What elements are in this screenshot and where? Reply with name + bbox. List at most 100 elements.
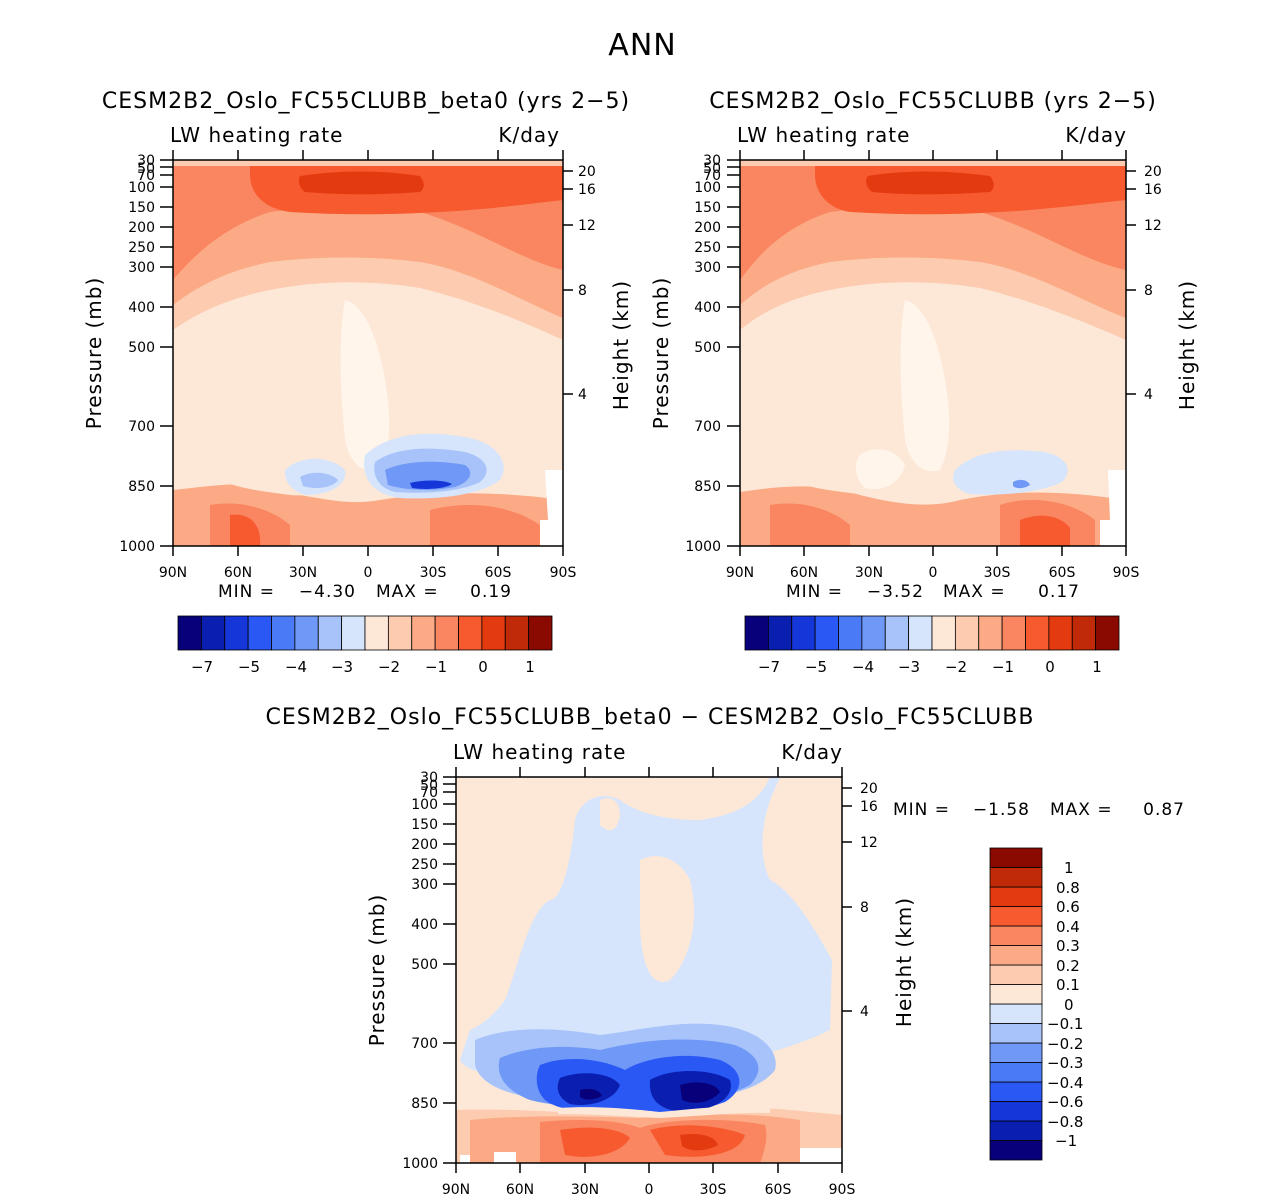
colorbar [177, 615, 553, 651]
y-axis-title: Pressure (mb) [82, 277, 106, 430]
right-tick-label: 20 [860, 781, 878, 797]
colorbar-swatch [989, 1120, 1043, 1141]
x-axis: 90N 60N 30N 0 30S 60S 90S [726, 565, 1140, 581]
colorbar-swatch [177, 615, 202, 651]
colorbar-swatch [528, 615, 553, 651]
y-tick-label: 500 [128, 340, 155, 356]
y-tick-label: 50 [703, 161, 721, 177]
colorbar-swatch [1048, 615, 1073, 651]
colorbar-tick-label: −1 [1055, 1132, 1077, 1150]
plot-frame [739, 159, 1127, 547]
colorbar-swatch [989, 847, 1043, 868]
y-tick-label: 70 [420, 785, 438, 801]
min-label: MIN = [786, 582, 843, 602]
right-tick-label: 16 [860, 799, 878, 815]
panel-title: CESM2B2_Oslo_FC55CLUBB (yrs 2−5) [709, 89, 1157, 114]
colorbar-swatch [989, 1101, 1043, 1122]
colorbar-tick-label: −7 [191, 658, 213, 676]
y-tick-label: 30 [137, 153, 155, 169]
right-tick-label: 12 [578, 218, 596, 234]
y-tick-label: 700 [411, 1036, 438, 1052]
x-axis: 90N 60N 30N 0 30S 60S 90S [442, 1182, 856, 1198]
y-tick-label: 30 [420, 770, 438, 786]
colorbar-swatch [1095, 615, 1120, 651]
colorbar-swatch [989, 964, 1043, 985]
colorbar-swatch [954, 615, 980, 651]
right-tick-label: 4 [578, 387, 587, 403]
colorbar-swatch [458, 615, 483, 651]
x-tick-label: 30N [855, 565, 883, 581]
y-tick-label: 100 [694, 180, 721, 196]
contour-field [740, 160, 1126, 546]
colorbar-tick-label: −4 [852, 658, 874, 676]
colorbar-swatch [504, 615, 530, 651]
x-tick-label: 30N [289, 565, 317, 581]
colorbar-swatch [989, 1081, 1043, 1102]
colorbar-swatch [364, 615, 389, 651]
x-tick-label: 90N [726, 565, 754, 581]
colorbar [989, 847, 1043, 1161]
colorbar-swatch [387, 615, 413, 651]
colorbar-tick-label: 0.3 [1056, 937, 1080, 955]
y-tick-label: 400 [694, 300, 721, 316]
colorbar-tick-label: 0.8 [1056, 879, 1080, 897]
y-tick-label: 150 [411, 817, 438, 833]
colorbar-tick-label: −0.4 [1047, 1074, 1083, 1092]
y-tick-label: 30 [703, 153, 721, 169]
y-tick-label: 300 [411, 877, 438, 893]
colorbar-swatch [1071, 615, 1097, 651]
right-tick-label: 12 [860, 835, 878, 851]
colorbar-tick-label: 1 [525, 658, 535, 676]
right-tick-label: 8 [578, 283, 587, 299]
max-value: 0.17 [1038, 582, 1080, 602]
colorbar-swatch [1025, 615, 1050, 651]
y-tick-label: 1000 [402, 1156, 438, 1172]
max-label: MAX = [943, 582, 1006, 602]
y-tick-label: 300 [128, 260, 155, 276]
y-tick-label: 1000 [119, 539, 155, 555]
colorbar-swatch [884, 615, 910, 651]
colorbar-swatch [931, 615, 956, 651]
right-tick-label: 12 [1144, 218, 1162, 234]
colorbar-swatch [908, 615, 933, 651]
colorbar-tick-label: 0.1 [1056, 976, 1080, 994]
x-tick-label: 90N [159, 565, 187, 581]
y-tick-label: 850 [694, 479, 721, 495]
colorbar-swatch [1001, 615, 1026, 651]
colorbar-tick-label: −3 [898, 658, 920, 676]
x-tick-label: 90S [550, 565, 577, 581]
y-tick-label: 100 [128, 180, 155, 196]
contour-field [456, 777, 842, 1163]
colorbar-swatch [434, 615, 459, 651]
colorbar-swatch [767, 615, 793, 651]
x-tick-label: 90S [1113, 565, 1140, 581]
max-value: 0.87 [1143, 800, 1185, 820]
y-axis-right: 20 16 12 8 4 [860, 781, 878, 1020]
x-tick-label: 90S [829, 1182, 856, 1198]
y-tick-label: 150 [128, 200, 155, 216]
x-tick-label: 0 [364, 565, 373, 581]
colorbar-tick-label: −1 [992, 658, 1014, 676]
max-label: MAX = [376, 582, 439, 602]
plot-frame [172, 159, 564, 547]
x-tick-label: 60N [506, 1182, 534, 1198]
y-tick-label: 500 [694, 340, 721, 356]
y-tick-label: 70 [703, 168, 721, 184]
colorbar-tick-label: −1 [425, 658, 447, 676]
y-tick-label: 850 [411, 1096, 438, 1112]
colorbar-tick-label: −4 [285, 658, 307, 676]
x-axis: 90N 60N 30N 0 30S 60S 90S [159, 565, 577, 581]
colorbar-labels: −7 −5 −4 −3 −2 −1 0 1 [191, 658, 535, 676]
x-tick-label: 60S [765, 1182, 792, 1198]
colorbar-swatch [224, 615, 249, 651]
y-tick-label: 70 [137, 168, 155, 184]
x-tick-label: 0 [929, 565, 938, 581]
colorbar-swatch [989, 867, 1043, 888]
y-axis-title-right: Height (km) [892, 897, 916, 1027]
y-axis-right: 20 16 12 8 4 [1144, 164, 1162, 403]
colorbar-tick-label: −5 [238, 658, 260, 676]
colorbar-swatch [200, 615, 226, 651]
